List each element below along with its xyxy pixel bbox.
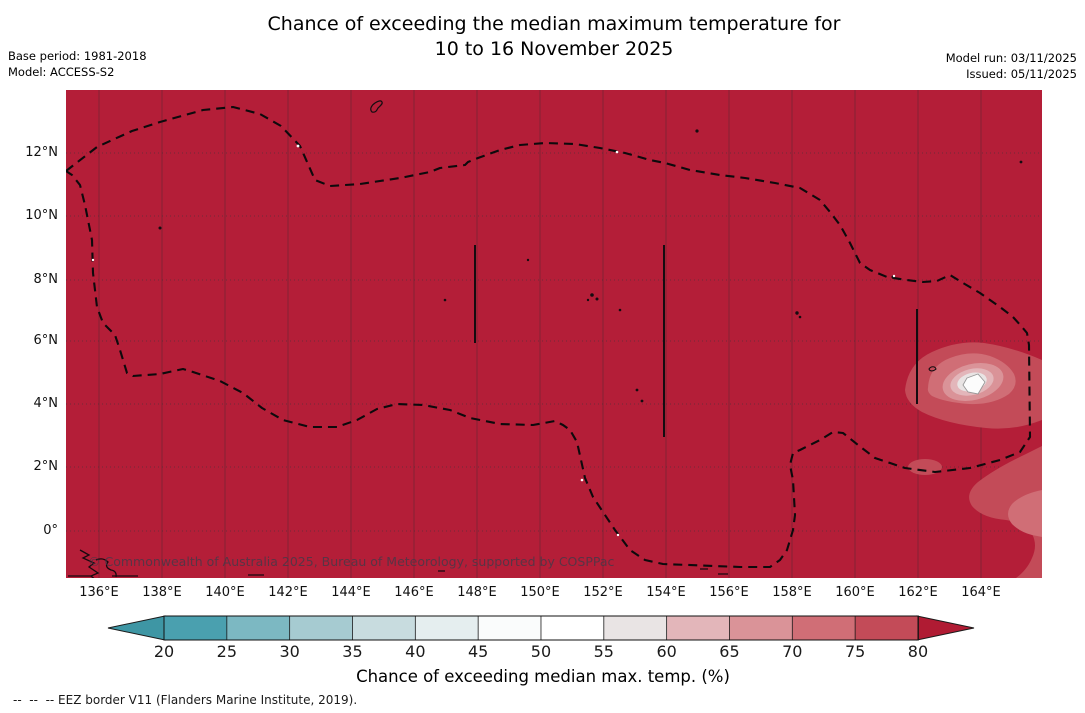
- colorbar-tick-label: 60: [656, 642, 677, 661]
- longitude-tick-label: 140°E: [205, 585, 245, 600]
- map-plot-area: © Commonwealth of Australia 2025, Bureau…: [64, 90, 1042, 582]
- colorbar-tick-label: 80: [907, 642, 929, 661]
- colorbar-segment: [666, 615, 731, 641]
- colorbar-under-arrow: [107, 615, 166, 641]
- latitude-tick-label: 10°N: [25, 208, 58, 223]
- latitude-gridlines: [66, 152, 1042, 532]
- colorbar-tick-label: 30: [279, 642, 300, 661]
- longitude-tick-label: 138°E: [142, 585, 182, 600]
- model-run-label: Model run: 03/11/2025: [945, 51, 1077, 65]
- colorbar-segment: [289, 615, 354, 641]
- longitude-tick-label: 146°E: [394, 585, 434, 600]
- longitude-tick-label: 158°E: [772, 585, 812, 600]
- colorbar-tick-label: 40: [405, 642, 426, 661]
- colorbar-outline: [163, 615, 919, 641]
- latitude-tick-label: 12°N: [25, 145, 58, 160]
- longitude-tick-label: 144°E: [331, 585, 371, 600]
- colorbar-tick-label: 70: [782, 642, 803, 661]
- longitude-gridlines: [98, 90, 982, 578]
- islet-specks: [91, 144, 896, 537]
- contour-low-probability-blob: [905, 342, 1042, 429]
- longitude-tick-label: 164°E: [961, 585, 1001, 600]
- latitude-tick-label: 2°N: [33, 459, 59, 474]
- colorbar-tick-label: 65: [719, 642, 740, 661]
- colorbar-segment: [729, 615, 794, 641]
- colorbar-segment: [854, 615, 919, 641]
- colorbar-tick-label: 20: [153, 642, 175, 661]
- colorbar-tick-label: 25: [216, 642, 238, 661]
- eez-border: [64, 105, 1032, 569]
- chart-title-line1: Chance of exceeding the median maximum t…: [267, 13, 841, 35]
- colorbar-tick-label: 75: [844, 642, 866, 661]
- colorbar-tick-label: 35: [342, 642, 363, 661]
- island-chain-lines: [474, 245, 918, 437]
- model-label: Model: ACCESS-S2: [8, 65, 115, 79]
- base-period-label: Base period: 1981-2018: [8, 49, 147, 63]
- latitude-tick-label: 6°N: [33, 333, 59, 348]
- latitude-tick-label: 0°: [43, 523, 58, 538]
- map-canvas: [64, 90, 1042, 582]
- colorbar-segment: [540, 615, 605, 641]
- latitude-tick-label: 4°N: [33, 396, 59, 411]
- contour-southeast-blobs: [908, 446, 1042, 578]
- longitude-tick-label: 154°E: [646, 585, 686, 600]
- eez-border-caption: -- -- -- EEZ border V11 (Flanders Marine…: [13, 693, 358, 707]
- longitude-tick-label: 156°E: [709, 585, 749, 600]
- longitude-tick-label: 152°E: [583, 585, 623, 600]
- longitude-tick-label: 162°E: [898, 585, 938, 600]
- colorbar-axis-label: Chance of exceeding median max. temp. (%…: [356, 667, 730, 686]
- longitude-tick-label: 150°E: [520, 585, 560, 600]
- colorbar-tick-label: 45: [467, 642, 489, 661]
- chart-title-line2: 10 to 16 November 2025: [434, 38, 674, 60]
- colorbar-segment: [477, 615, 542, 641]
- colorbar-segment: [603, 615, 668, 641]
- colorbar-tick-label: 55: [593, 642, 614, 661]
- colorbar-segment: [163, 615, 228, 641]
- issued-label: Issued: 05/11/2025: [966, 67, 1077, 81]
- colorbar-over-arrow: [916, 615, 975, 641]
- longitude-tick-label: 148°E: [457, 585, 497, 600]
- longitude-tick-label: 160°E: [835, 585, 875, 600]
- colorbar-segment: [414, 615, 480, 641]
- colorbar-segment: [791, 615, 857, 641]
- longitude-tick-label: 136°E: [79, 585, 119, 600]
- colorbar-segments: [163, 615, 919, 641]
- island-marks: [158, 100, 1023, 403]
- coastline-fragments: [68, 549, 728, 582]
- latitude-tick-label: 8°N: [33, 272, 59, 287]
- copyright-watermark: © Commonwealth of Australia 2025, Bureau…: [88, 554, 615, 569]
- colorbar-segment: [226, 615, 291, 641]
- longitude-tick-label: 142°E: [268, 585, 308, 600]
- colorbar: [107, 615, 975, 641]
- colorbar-tick-label: 50: [530, 642, 552, 661]
- colorbar-segment: [352, 615, 417, 641]
